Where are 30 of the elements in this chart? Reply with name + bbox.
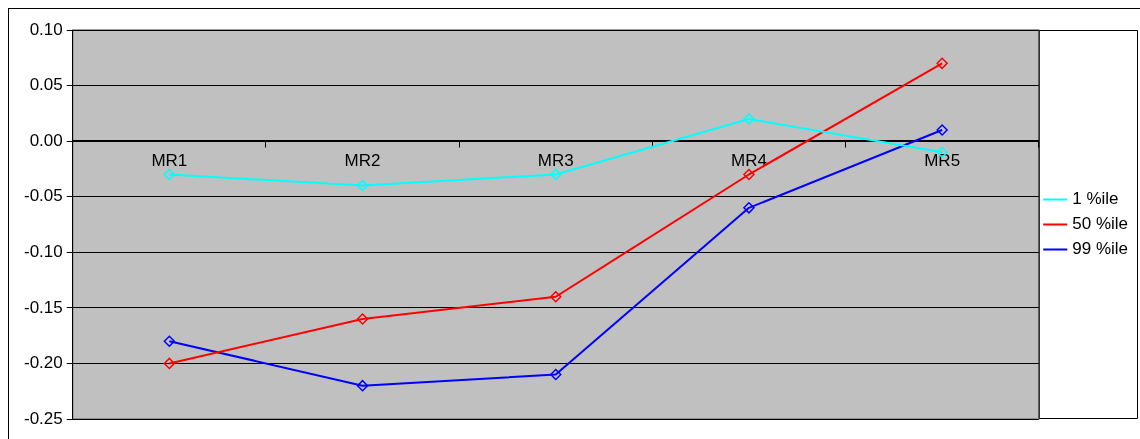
x-tick-label: MR2 xyxy=(344,151,381,171)
point xyxy=(163,357,176,370)
point xyxy=(743,113,755,125)
point xyxy=(356,179,369,192)
legend-label: 50 %ile xyxy=(1072,214,1129,234)
point xyxy=(356,379,369,392)
y-tick-label: -0.10 xyxy=(24,241,63,261)
point xyxy=(936,124,948,136)
point xyxy=(163,168,176,181)
point xyxy=(163,335,176,347)
x-tick-label: MR5 xyxy=(924,151,961,171)
point xyxy=(356,313,369,325)
y-tick-label: -0.25 xyxy=(24,408,63,428)
point xyxy=(550,168,562,181)
legend-label: 99 %ile xyxy=(1072,239,1129,259)
point xyxy=(743,202,755,214)
y-tick-label: 0.10 xyxy=(29,19,63,39)
point xyxy=(550,290,562,303)
point xyxy=(550,368,562,381)
x-tick-label: MR1 xyxy=(151,151,188,171)
x-tick-label: MR3 xyxy=(537,151,574,171)
x-tick-label: MR4 xyxy=(730,151,767,171)
y-tick-label: 0.05 xyxy=(29,75,63,95)
point xyxy=(743,168,755,181)
y-tick-label: -0.15 xyxy=(24,297,63,317)
legend-label: 1 %ile xyxy=(1072,189,1119,209)
point xyxy=(936,57,948,70)
y-tick-label: -0.05 xyxy=(24,186,63,206)
y-tick-label: 0.00 xyxy=(29,130,63,150)
y-tick-label: -0.20 xyxy=(24,353,63,373)
